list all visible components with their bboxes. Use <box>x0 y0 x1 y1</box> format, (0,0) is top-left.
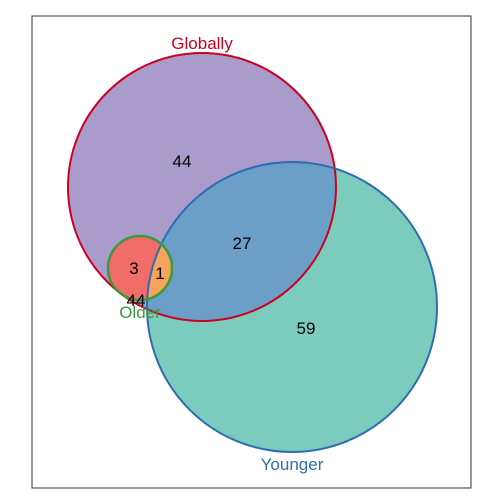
region-count-globally-only: 44 <box>173 152 192 171</box>
region-count-globally-younger: 27 <box>233 234 252 253</box>
region-count-younger-only: 59 <box>297 319 316 338</box>
set-label-older: Older <box>119 303 161 322</box>
region-count-older-only: 44 <box>127 291 146 310</box>
region-count-older-all: 1 <box>155 264 164 283</box>
set-younger-outline <box>146 161 438 453</box>
set-label-globally: Globally <box>171 34 233 53</box>
set-older-outline <box>106 234 174 302</box>
set-globally-outline <box>67 52 337 322</box>
set-label-younger: Younger <box>261 455 324 474</box>
region-count-older-globally: 3 <box>129 259 138 278</box>
